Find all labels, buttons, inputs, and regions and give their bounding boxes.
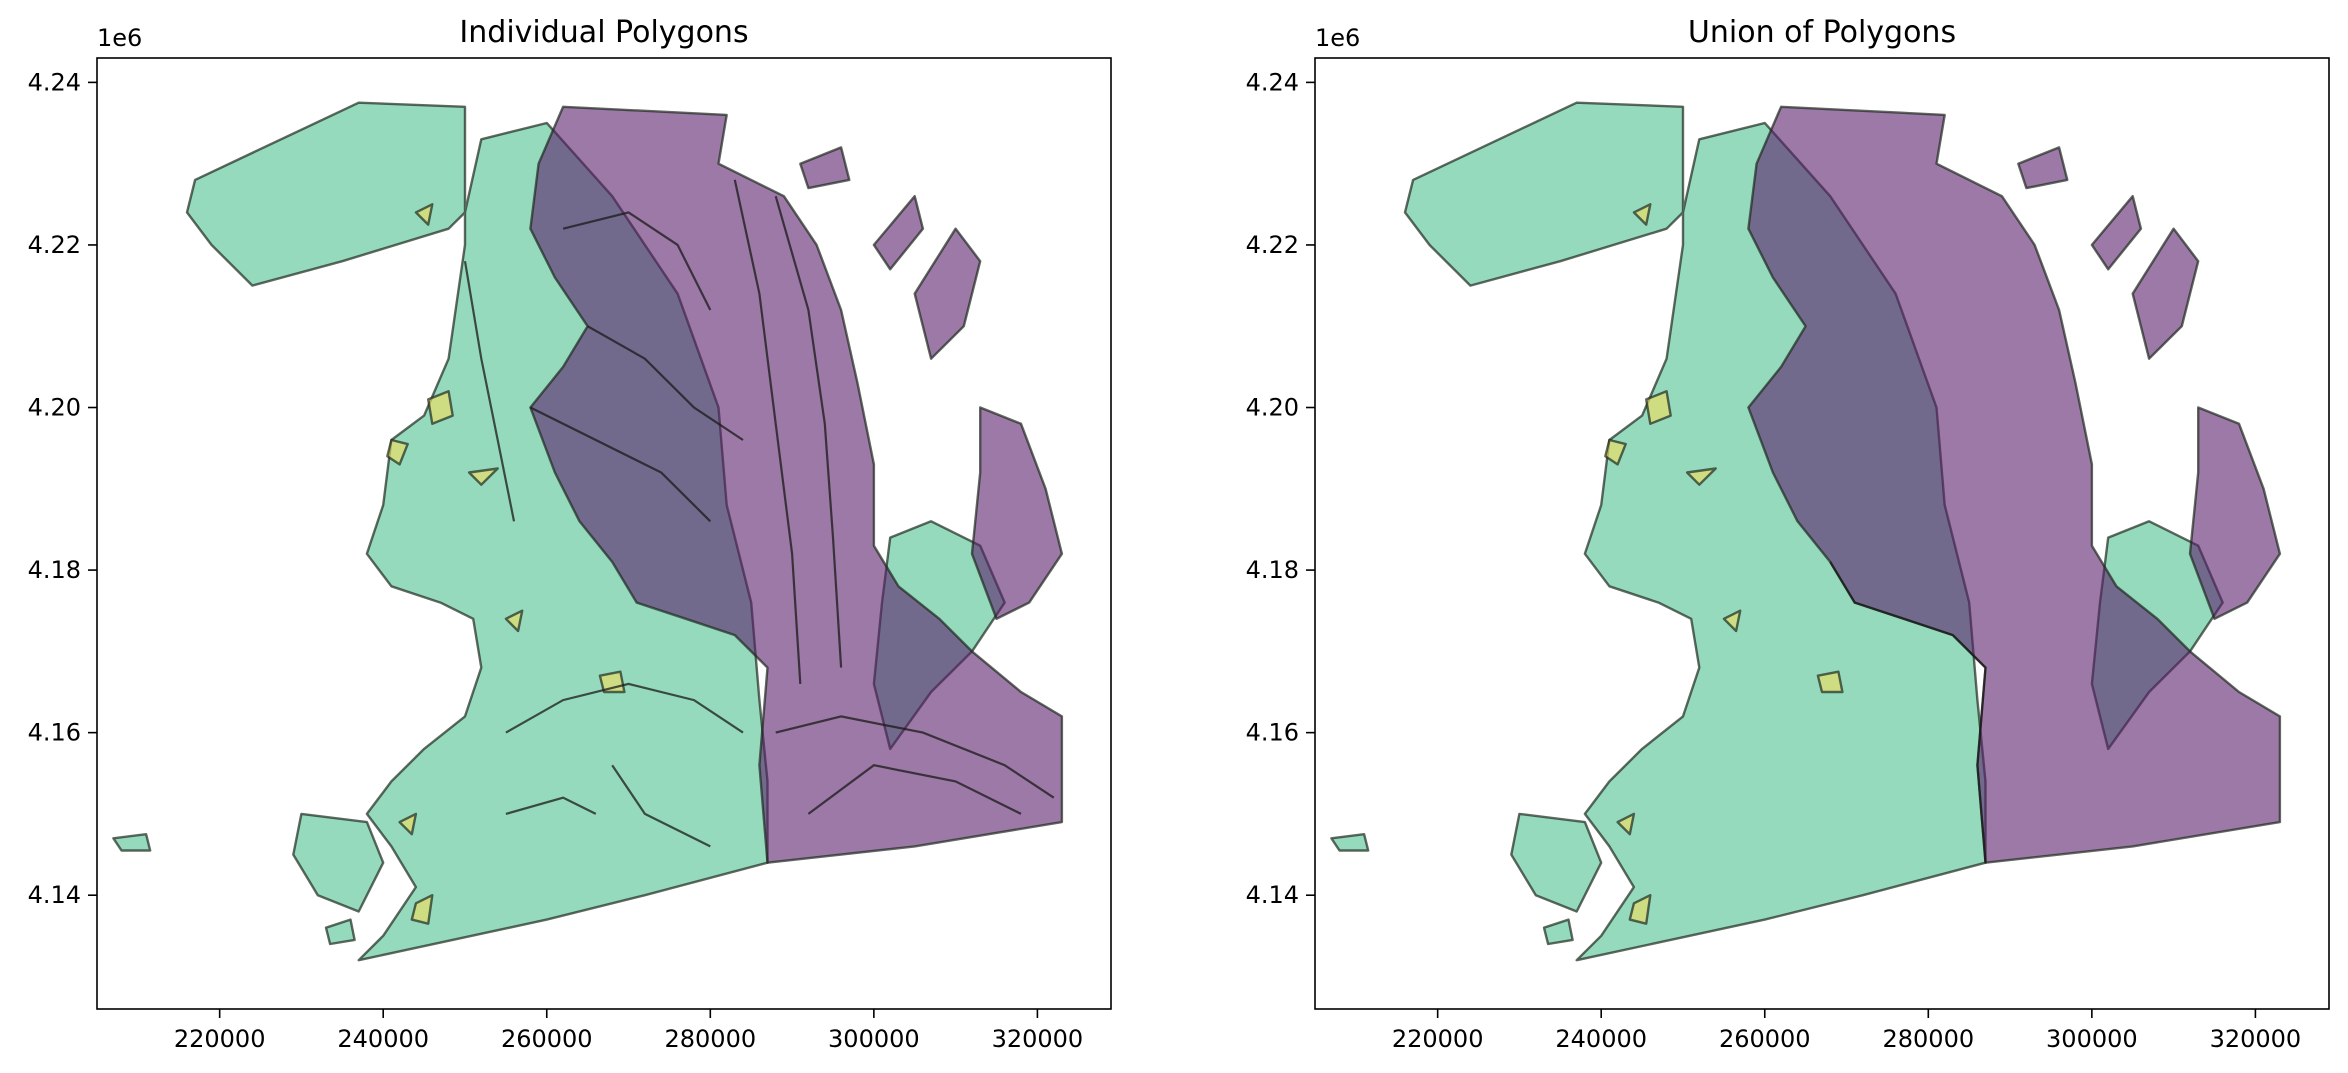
yellow7-polygon (414, 203, 434, 226)
x-tick-label: 300000 (828, 1025, 920, 1053)
internal-boundary-5 (733, 179, 802, 684)
panel-1: Individual Polygons 220000 240000 260000 280… (28, 15, 1112, 1053)
x-tick-label: 220000 (1392, 1025, 1484, 1053)
y-tick-label: 4.16 (28, 719, 81, 747)
yellow2-polygon (386, 438, 409, 466)
x-tick-label: 260000 (501, 1025, 593, 1053)
y-tick-label: 4.16 (1246, 719, 1299, 747)
internal-boundary-11 (611, 764, 711, 848)
x-tick-label: 260000 (1719, 1025, 1811, 1053)
green-island2-polygon (1542, 918, 1574, 946)
panels-group: Individual Polygons 220000 240000 260000 280… (28, 15, 2330, 1053)
green-west-polygon (1510, 812, 1603, 913)
internal-boundary-6 (775, 715, 1055, 799)
yellow8-polygon (398, 812, 418, 836)
green-island1-polygon (112, 833, 152, 852)
x-tick-label: 280000 (1882, 1025, 1974, 1053)
axes-frame (96, 57, 1112, 1010)
panel-2: Union of Polygons 220000 240000 260000 28000… (1246, 15, 2330, 1053)
y-tick-label: 4.20 (28, 394, 81, 422)
yellow4-polygon (1628, 894, 1652, 925)
yellow2-polygon (1604, 438, 1627, 466)
purple-n-e2-polygon (2090, 194, 2143, 271)
purple-n-e-polygon (913, 227, 982, 360)
yellow1-polygon (1644, 390, 1672, 425)
y-tick-label: 4.22 (28, 231, 81, 259)
y-offset-label: 1e6 (1315, 24, 1360, 52)
internal-boundary-3 (529, 406, 712, 523)
green-west-polygon (292, 812, 385, 913)
y-tick-label: 4.22 (1246, 231, 1299, 259)
internal-boundary-10 (505, 796, 597, 815)
x-tick-label: 240000 (337, 1025, 429, 1053)
y-offset-label: 1e6 (97, 24, 142, 52)
y-tick-label: 4.24 (28, 68, 81, 96)
yellow1-polygon (427, 390, 454, 425)
internal-boundary-1 (562, 211, 712, 311)
yellow7-polygon (1632, 203, 1652, 226)
x-tick-label: 240000 (1555, 1025, 1647, 1053)
internal-boundary-4 (774, 195, 843, 668)
y-tick-label: 4.18 (28, 556, 81, 584)
purple-n-e2-polygon (872, 194, 925, 271)
yellow5-polygon (1816, 670, 1844, 694)
y-tick-label: 4.24 (1246, 68, 1299, 96)
internal-boundary-8 (463, 261, 516, 522)
yellow3-polygon (1685, 467, 1717, 486)
yellow8-polygon (1616, 812, 1636, 836)
x-tick-label: 320000 (992, 1025, 1084, 1053)
y-tick-label: 4.14 (28, 881, 81, 909)
purple-n-e3-polygon (2017, 146, 2069, 190)
x-tick-label: 220000 (174, 1025, 266, 1053)
purple-n-e3-polygon (799, 146, 851, 190)
axes-frame (1314, 57, 2330, 1010)
yellow6-polygon (1722, 609, 1742, 633)
internal-boundary-2 (587, 325, 744, 441)
purple-main-polygon (1747, 105, 2282, 864)
purple-e-polygon (2188, 406, 2282, 620)
yellow3-polygon (467, 467, 499, 486)
map-layer (112, 101, 1064, 962)
yellow6-polygon (504, 609, 524, 633)
x-tick-label: 320000 (2210, 1025, 2302, 1053)
green-island1-polygon (1330, 833, 1370, 852)
internal-boundary-7 (807, 764, 1022, 815)
y-tick-label: 4.20 (1246, 394, 1299, 422)
x-tick-label: 300000 (2046, 1025, 2138, 1053)
panel-title: Union of Polygons (1688, 15, 1956, 50)
yellow4-polygon (410, 894, 434, 925)
purple-e-polygon (970, 406, 1064, 620)
class-boundary (1829, 561, 1987, 863)
panel-title: Individual Polygons (459, 15, 748, 50)
y-tick-label: 4.18 (1246, 556, 1299, 584)
purple-main-polygon (529, 105, 1064, 864)
x-tick-label: 280000 (664, 1025, 756, 1053)
internal-boundary-9 (505, 682, 744, 734)
y-tick-label: 4.14 (1246, 881, 1299, 909)
map-layer (1330, 101, 2282, 962)
green-island2-polygon (324, 918, 356, 946)
purple-n-e-polygon (2131, 227, 2200, 360)
